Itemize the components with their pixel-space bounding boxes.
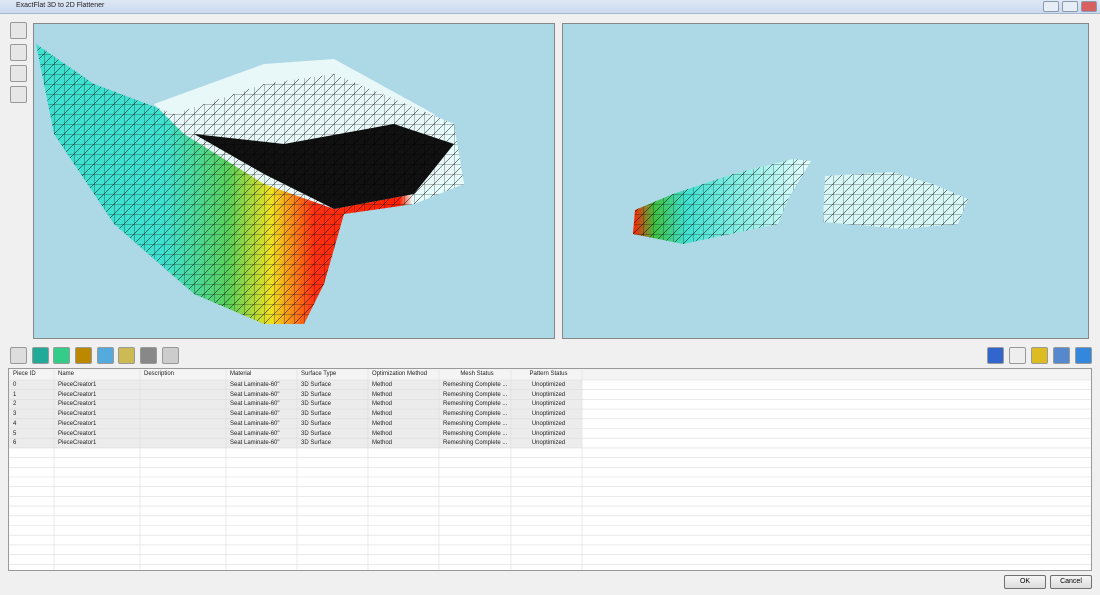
table-cell: PieceCreator1 (58, 420, 97, 427)
2d-viewport[interactable] (562, 23, 1089, 339)
table-cell: Unoptimized (531, 440, 566, 447)
toolbar-button[interactable] (97, 347, 114, 364)
fit-tool[interactable] (10, 86, 27, 103)
table-cell: Remeshing Complete ... (443, 382, 508, 388)
toolbar-button[interactable] (53, 347, 70, 364)
rows-background (9, 380, 582, 448)
table-cell: Method (372, 391, 393, 398)
table-cell: Unoptimized (531, 391, 566, 398)
table-cell: PieceCreator1 (58, 430, 97, 437)
column-header: Name (58, 371, 75, 377)
table-cell: Method (372, 401, 393, 408)
column-header: Material (230, 371, 252, 377)
table-cell: Seat Laminate-60" (230, 391, 280, 398)
toolbar-button[interactable] (75, 347, 92, 364)
maximize-button[interactable] (1062, 1, 1078, 12)
table-cell: 3D Surface (301, 420, 332, 427)
table-cell: 3D Surface (301, 382, 332, 388)
toolbar-button[interactable] (1053, 347, 1070, 364)
title-bar: ExactFlat 3D to 2D Flattener (0, 0, 1100, 14)
table-cell: 5 (13, 430, 17, 437)
table-cell: PieceCreator1 (58, 401, 97, 408)
toolbar-button[interactable] (10, 347, 27, 364)
table-cell: Method (372, 411, 393, 418)
column-header: Optimization Method (372, 371, 428, 377)
table-cell: 3D Surface (301, 401, 332, 408)
table-cell: Unoptimized (531, 420, 566, 427)
table-cell: Remeshing Complete ... (443, 430, 508, 437)
table-cell: Remeshing Complete ... (443, 411, 508, 418)
table-cell: Remeshing Complete ... (443, 420, 508, 427)
toolbar-button[interactable] (118, 347, 135, 364)
table-cell: Remeshing Complete ... (443, 401, 508, 408)
table-cell: Method (372, 420, 393, 427)
table-cell: Unoptimized (531, 430, 566, 437)
table-cell: Unoptimized (531, 382, 566, 388)
pieces-table: Piece ID Name Description Material Surface T… (8, 368, 1092, 571)
toolbar-button[interactable] (162, 347, 179, 364)
table-cell: PieceCreator1 (58, 391, 97, 398)
toolbar-button[interactable] (1009, 347, 1026, 364)
column-header: Mesh Status (460, 371, 494, 377)
3d-mesh (36, 44, 464, 324)
toolbar-button[interactable] (1031, 347, 1048, 364)
ok-button[interactable]: OK (1004, 575, 1046, 589)
table-cell: 2 (13, 401, 17, 408)
table-cell: PieceCreator1 (58, 440, 97, 447)
table-cell: PieceCreator1 (58, 382, 97, 388)
column-header: Piece ID (13, 371, 36, 377)
table-cell: 3 (13, 411, 17, 418)
table-cell: 0 (13, 382, 17, 388)
table-cell: Seat Laminate-60" (230, 411, 280, 418)
table-cell: Method (372, 440, 393, 447)
toolbar-button[interactable] (140, 347, 157, 364)
minimize-button[interactable] (1043, 1, 1059, 12)
cancel-button[interactable]: Cancel (1050, 575, 1092, 589)
table-cell: Seat Laminate-60" (230, 430, 280, 437)
2d-pattern (633, 159, 968, 244)
table-cell: Unoptimized (531, 411, 566, 418)
toolbar-button[interactable] (1075, 347, 1092, 364)
column-header: Description (144, 371, 175, 377)
move-tool[interactable] (10, 22, 27, 39)
table-cell: 3D Surface (301, 411, 332, 418)
table-cell: Remeshing Complete ... (443, 391, 508, 398)
table-cell: Remeshing Complete ... (443, 440, 508, 447)
pan-tool[interactable] (10, 44, 27, 61)
zoom-tool[interactable] (10, 65, 27, 82)
table-cell: 4 (13, 420, 17, 427)
table-cell: Seat Laminate-60" (230, 382, 280, 388)
table-cell: PieceCreator1 (58, 411, 97, 418)
table-cell: Seat Laminate-60" (230, 420, 280, 427)
column-header: Surface Type (301, 371, 337, 377)
table-cell: 3D Surface (301, 391, 332, 398)
table-cell: 1 (13, 391, 17, 398)
close-button[interactable] (1081, 1, 1097, 12)
3d-viewport[interactable] (33, 23, 555, 339)
header-background (9, 369, 1091, 380)
table-cell: Seat Laminate-60" (230, 440, 280, 447)
table-cell: 6 (13, 440, 17, 447)
table-grid (9, 369, 1091, 570)
table-cell: Method (372, 382, 393, 388)
toolbar-button[interactable] (987, 347, 1004, 364)
toolbar-button[interactable] (32, 347, 49, 364)
table-cell: 3D Surface (301, 440, 332, 447)
table-cell: Unoptimized (531, 401, 566, 408)
column-header: Pattern Status (529, 371, 568, 377)
table-cell: Seat Laminate-60" (230, 401, 280, 408)
window-title: ExactFlat 3D to 2D Flattener (16, 2, 105, 9)
table-cell: 3D Surface (301, 430, 332, 437)
table-cell: Method (372, 430, 393, 437)
